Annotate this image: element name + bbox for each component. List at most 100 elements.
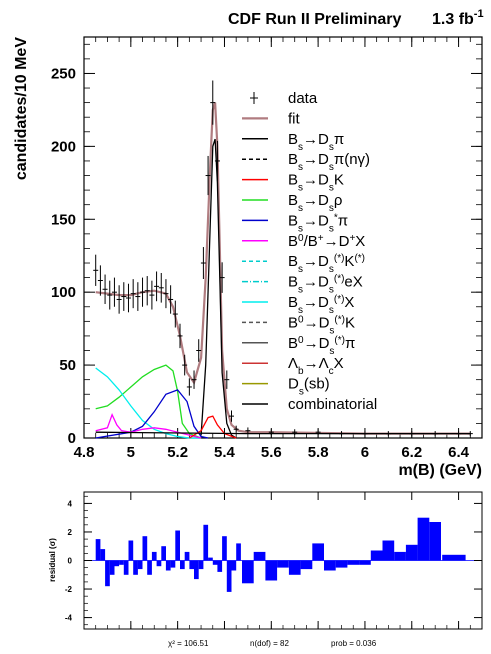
residual-bar bbox=[142, 536, 148, 561]
x-axis-title: m(B) (GeV) bbox=[398, 462, 482, 479]
legend-label: Bs→Ds(*)K(*) bbox=[288, 253, 365, 275]
residual-plot: -4 -2 0 2 4 residual (σ) bbox=[48, 491, 483, 630]
x-tick-label: 5.8 bbox=[308, 444, 329, 461]
legend-entry-bs_dsex: Bs→Ds(*)eX bbox=[242, 273, 363, 295]
residual-bar bbox=[300, 560, 313, 570]
ndof-label: n(dof) = 82 bbox=[250, 639, 289, 648]
residual-bar bbox=[405, 544, 418, 561]
y-tick-label: 250 bbox=[51, 65, 76, 82]
residual-y-tick-labels: -4 -2 0 2 4 bbox=[65, 499, 73, 622]
residual-bar bbox=[335, 560, 348, 568]
residual-bar bbox=[95, 539, 101, 561]
x-tick-label: 5.6 bbox=[261, 444, 282, 461]
residual-bar bbox=[217, 560, 223, 572]
residual-bar bbox=[147, 560, 152, 575]
experiment-title: CDF Run II Preliminary bbox=[228, 11, 401, 28]
residual-bar bbox=[151, 551, 157, 561]
legend-entry-b0_dspi: B0→Ds(*)π bbox=[242, 334, 355, 356]
residual-bar bbox=[170, 560, 176, 568]
legend-entry-bs_dsk: Bs→DsK bbox=[242, 172, 344, 194]
x-tick-label: 5.4 bbox=[214, 444, 236, 461]
legend-label: Bs→Ds(*)X bbox=[288, 294, 354, 316]
y-tick-label: 200 bbox=[51, 138, 76, 155]
residual-bar bbox=[417, 517, 430, 561]
legend-label: data bbox=[288, 90, 318, 107]
x-tick-label: 5.2 bbox=[167, 444, 188, 461]
residual-y-tick-label: -2 bbox=[65, 585, 73, 594]
residual-bar bbox=[161, 546, 166, 561]
legend-label: fit bbox=[288, 110, 301, 127]
residual-bar bbox=[370, 550, 383, 561]
residual-bar bbox=[226, 560, 232, 592]
legend-label: B0→Ds(*)K bbox=[288, 314, 355, 336]
residual-y-tick-label: 0 bbox=[68, 557, 73, 566]
x-tick-label: 6.4 bbox=[448, 444, 470, 461]
x-tick-label: 6.2 bbox=[401, 444, 422, 461]
residual-bar bbox=[105, 560, 110, 587]
residual-bar bbox=[189, 560, 195, 570]
y-tick-labels: 0 50 100 150 200 250 bbox=[51, 65, 76, 447]
legend-entry-data: data bbox=[250, 90, 318, 107]
legend-label: Ds(sb) bbox=[288, 376, 330, 398]
residual-bar bbox=[198, 560, 204, 570]
residual-y-axis-title: residual (σ) bbox=[48, 538, 57, 582]
legend-entry-bs_dsx: Bs→Ds(*)X bbox=[242, 294, 354, 316]
x-tick-label: 6 bbox=[361, 444, 369, 461]
residual-bar bbox=[347, 560, 360, 565]
residual-bar bbox=[212, 560, 218, 565]
residual-bar bbox=[236, 543, 241, 561]
residual-bar bbox=[109, 560, 115, 575]
residual-y-tick-label: -4 bbox=[65, 614, 73, 623]
legend: datafitBs→DsπBs→Dsπ(nγ)Bs→DsKBs→DsρBs→Ds… bbox=[242, 90, 377, 413]
legend-label: B0→Ds(*)π bbox=[288, 334, 355, 356]
residual-bar bbox=[203, 524, 209, 561]
legend-entry-bs_dspi: Bs→Dsπ bbox=[242, 131, 344, 152]
legend-label: Bs→Ds(*)eX bbox=[288, 273, 363, 295]
residual-bar bbox=[123, 560, 129, 575]
curve-bs_dsx bbox=[95, 367, 202, 439]
residual-bar bbox=[222, 536, 227, 561]
residual-bar bbox=[277, 560, 289, 568]
prob-label: prob = 0.036 bbox=[331, 639, 377, 648]
legend-entry-bs_dspi_ng: Bs→Dsπ(nγ) bbox=[242, 151, 370, 173]
residual-bar bbox=[165, 560, 171, 571]
residual-bar bbox=[133, 560, 138, 575]
legend-entry-b0_dx: B0/B+→D+X bbox=[242, 232, 365, 250]
residual-y-tick-label: 4 bbox=[68, 499, 73, 508]
residual-bar bbox=[429, 522, 441, 561]
legend-label: B0/B+→D+X bbox=[288, 232, 365, 250]
legend-entry-bs_dsk_star: Bs→Ds(*)K(*) bbox=[242, 253, 365, 275]
legend-entry-combinatorial: combinatorial bbox=[242, 396, 377, 413]
main-axis-ticks bbox=[83, 37, 483, 439]
residual-bar bbox=[194, 560, 199, 580]
legend-entry-ds_sb: Ds(sb) bbox=[242, 376, 330, 398]
residual-bar bbox=[184, 551, 190, 561]
y-tick-label: 150 bbox=[51, 211, 76, 228]
chi2-label: χ² = 106.51 bbox=[168, 639, 209, 648]
legend-label: Bs→DsK bbox=[288, 172, 344, 194]
curve-bs_dsrho bbox=[95, 364, 202, 439]
legend-label: Λb→ΛcX bbox=[288, 355, 344, 377]
residual-bar bbox=[119, 560, 124, 565]
residual-bar bbox=[128, 540, 134, 561]
residual-bars bbox=[95, 517, 466, 592]
curve-fit bbox=[95, 102, 471, 435]
residual-bar bbox=[382, 540, 395, 561]
curve-combinatorial bbox=[95, 431, 471, 435]
legend-entry-fit: fit bbox=[242, 110, 301, 127]
luminosity-label: 1.3 fb-1 bbox=[432, 8, 484, 28]
y-tick-label: 0 bbox=[68, 430, 76, 447]
x-tick-labels: 4.8 5 5.2 5.4 5.6 5.8 6 6.2 6.4 bbox=[74, 444, 470, 461]
residual-bar bbox=[100, 549, 106, 561]
residual-bar bbox=[156, 560, 162, 567]
residual-bar bbox=[208, 557, 213, 561]
main-curves bbox=[95, 102, 471, 439]
residual-bar bbox=[114, 560, 120, 567]
residual-bar bbox=[312, 543, 324, 561]
x-tick-label: 4.8 bbox=[74, 444, 95, 461]
residual-bar bbox=[288, 560, 301, 575]
legend-entry-bs_dsstarpi: Bs→Ds*π bbox=[242, 212, 348, 234]
legend-label: Bs→Dsρ bbox=[288, 192, 342, 214]
legend-label: combinatorial bbox=[288, 396, 377, 413]
